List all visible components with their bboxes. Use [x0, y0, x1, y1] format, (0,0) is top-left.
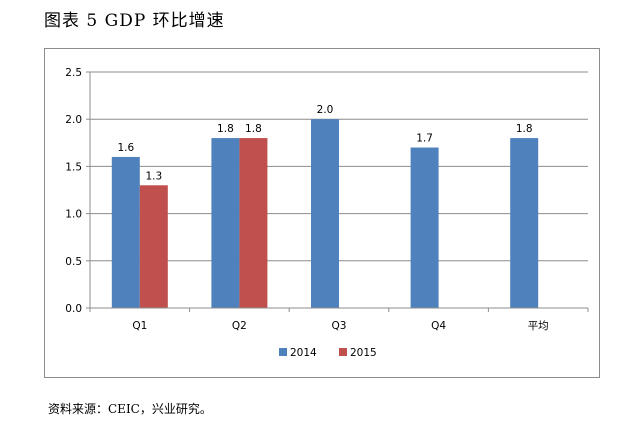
legend: 2014 2015 [279, 347, 377, 359]
y-tick-label: 0.5 [65, 256, 82, 268]
x-tick-label: Q4 [431, 320, 446, 332]
bar-2014-Q2 [211, 138, 240, 308]
figure-title: 图表 5 GDP 环比增速 [44, 11, 225, 31]
data-label: 2.0 [317, 104, 334, 116]
data-label: 1.8 [245, 123, 262, 135]
x-tick-label: Q2 [232, 320, 247, 332]
y-axis: 0.0 0.5 1.0 1.5 2.0 2.5 [65, 67, 91, 315]
x-tick-label: Q1 [132, 320, 147, 332]
y-tick-label: 0.0 [65, 303, 82, 315]
chart-frame [44, 48, 600, 378]
y-tick-label: 2.0 [65, 114, 82, 126]
data-label: 1.8 [217, 123, 234, 135]
data-label: 1.8 [516, 123, 533, 135]
data-label: 1.6 [117, 142, 134, 154]
y-tick-label: 1.0 [65, 209, 82, 221]
bar-2014-Q1 [111, 156, 140, 308]
bar-2014-Q3 [311, 119, 339, 308]
x-axis: Q1 Q2 Q3 Q4 平均 [89, 307, 589, 332]
legend-label-2015: 2015 [350, 347, 377, 359]
x-tick-label: 平均 [528, 320, 549, 332]
legend-label-2014: 2014 [290, 347, 317, 359]
source-note: 资料来源：CEIC，兴业研究。 [48, 402, 212, 416]
data-label: 1.3 [145, 170, 162, 182]
legend-swatch-2015 [339, 348, 347, 356]
data-labels: 1.6 1.3 1.8 1.8 2.0 1.7 1.8 [117, 104, 532, 182]
data-label: 1.7 [416, 133, 433, 145]
y-tick-label: 1.5 [65, 161, 82, 173]
bars [111, 119, 539, 308]
bar-2014-Q4 [410, 147, 439, 308]
y-tick-label: 2.5 [65, 67, 82, 79]
bar-2014-平均 [510, 138, 539, 308]
bar-2015-Q1 [139, 185, 168, 308]
x-tick-label: Q3 [332, 320, 347, 332]
bar-2015-Q2 [239, 138, 268, 308]
legend-swatch-2014 [279, 348, 287, 356]
